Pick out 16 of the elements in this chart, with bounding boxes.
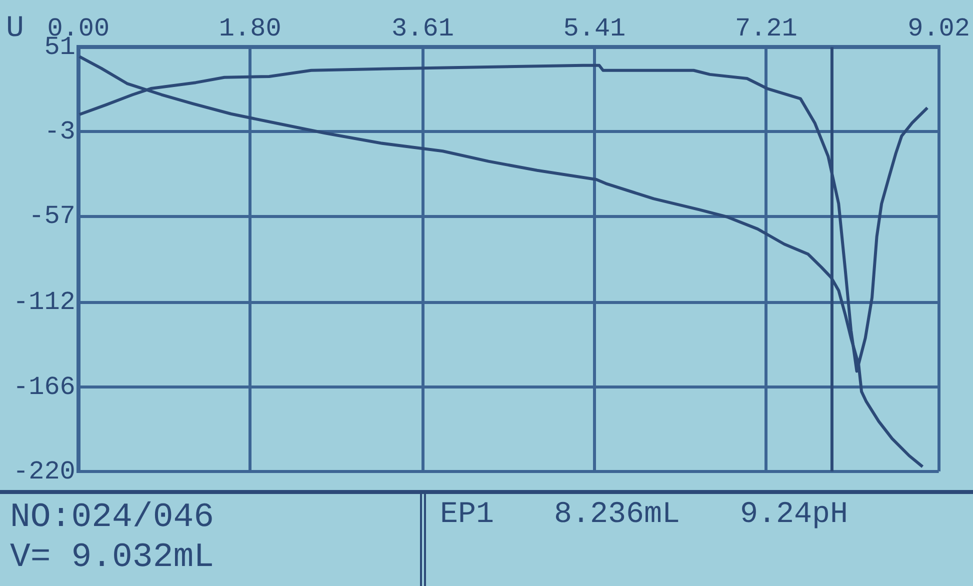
text: V= 9.032mL [10,538,216,578]
x-tick-label: 9.02 [908,13,970,44]
x-tick-label: 7.21 [734,13,798,44]
y-tick-label: -3 [44,116,76,147]
y-tick-label: -166 [12,372,76,402]
y-tick-label: -57 [28,201,76,232]
text: 8.236mL [554,498,680,532]
x-tick-label: 5.41 [563,13,626,44]
y-axis-title: U [6,12,24,46]
text: EP1 [440,498,494,532]
y-tick-label: -220 [12,456,76,486]
x-tick-label: 3.61 [392,13,454,44]
y-tick-label: -112 [12,287,76,318]
text: 9.24pH [740,498,848,532]
x-tick-label: 1.80 [218,13,282,44]
text: NO:024/046 [10,498,216,538]
